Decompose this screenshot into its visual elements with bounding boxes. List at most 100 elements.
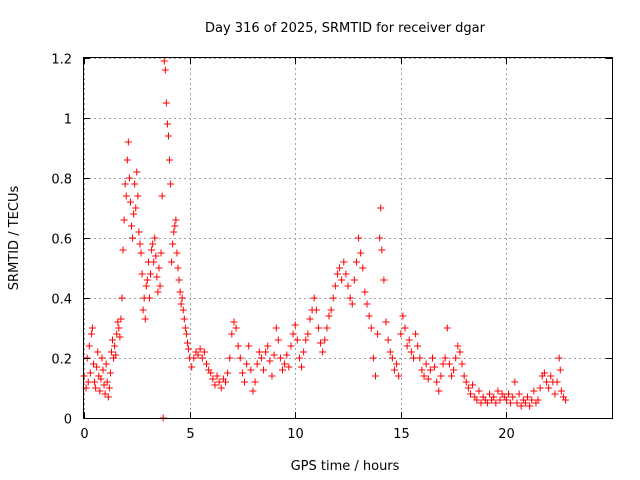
data-point — [224, 369, 232, 377]
data-point — [115, 324, 123, 332]
data-point — [355, 234, 363, 242]
data-point — [363, 300, 371, 308]
data-point — [420, 372, 428, 380]
data-point — [352, 258, 360, 266]
data-point — [107, 348, 115, 356]
data-point — [357, 249, 365, 257]
data-point — [149, 240, 157, 248]
data-point — [524, 393, 532, 401]
data-point — [177, 300, 185, 308]
data-point — [399, 312, 407, 320]
data-point — [255, 348, 263, 356]
data-point — [562, 396, 570, 404]
data-point — [178, 294, 186, 302]
data-point — [536, 384, 544, 392]
data-point — [134, 192, 142, 200]
y-tick-label: 0.4 — [51, 293, 72, 308]
data-point — [234, 342, 242, 350]
data-point — [422, 360, 430, 368]
data-point — [209, 375, 217, 383]
data-point — [152, 252, 160, 260]
data-point — [287, 342, 295, 350]
data-point — [151, 234, 159, 242]
data-point — [174, 264, 182, 272]
data-point — [123, 156, 131, 164]
data-point — [194, 351, 202, 359]
x-tick-labels: 0 5 10 15 20 — [80, 427, 514, 442]
data-point — [93, 363, 101, 371]
data-point — [270, 351, 278, 359]
data-point — [376, 234, 384, 242]
data-point — [543, 378, 551, 386]
data-point — [369, 354, 377, 362]
data-point — [528, 396, 536, 404]
data-point — [321, 336, 329, 344]
data-point — [515, 390, 523, 398]
data-point — [121, 180, 129, 188]
data-point — [99, 366, 107, 374]
data-point — [202, 360, 210, 368]
data-point — [490, 393, 498, 401]
data-point — [101, 390, 109, 398]
data-point — [228, 330, 236, 338]
data-point — [103, 378, 111, 386]
y-tick-label: 0 — [64, 413, 72, 428]
data-point — [486, 390, 494, 398]
data-point — [348, 300, 356, 308]
data-points — [80, 57, 570, 422]
data-point — [361, 288, 369, 296]
data-point — [230, 318, 238, 326]
data-point — [117, 315, 125, 323]
data-point — [380, 276, 388, 284]
data-point — [274, 336, 282, 344]
data-point — [454, 342, 462, 350]
data-point — [435, 387, 443, 395]
data-point — [530, 387, 538, 395]
data-point — [340, 258, 348, 266]
data-point — [249, 387, 257, 395]
data-point — [384, 336, 392, 344]
data-point — [460, 372, 468, 380]
data-point — [163, 120, 171, 128]
data-point — [475, 387, 483, 395]
data-point — [217, 384, 225, 392]
data-point — [190, 354, 198, 362]
y-tick-label: 0.2 — [51, 353, 72, 368]
data-point — [557, 387, 565, 395]
data-point — [180, 315, 188, 323]
data-point — [105, 384, 113, 392]
data-point — [129, 234, 137, 242]
data-point — [433, 378, 441, 386]
data-point — [329, 294, 337, 302]
y-tick-label: 0.6 — [51, 233, 72, 248]
data-point — [131, 180, 139, 188]
data-point — [450, 366, 458, 374]
data-point — [285, 363, 293, 371]
data-point — [553, 378, 561, 386]
data-point — [382, 318, 390, 326]
data-point — [359, 264, 367, 272]
data-point — [302, 336, 310, 344]
data-point — [91, 378, 99, 386]
data-point — [119, 246, 127, 254]
data-point — [306, 315, 314, 323]
data-point — [171, 222, 179, 230]
data-point — [496, 396, 504, 404]
y-axis-label: SRMTID / TECUs — [7, 186, 22, 291]
data-point — [111, 342, 119, 350]
data-point — [118, 294, 126, 302]
data-point — [213, 372, 221, 380]
data-point — [122, 192, 130, 200]
data-point — [513, 399, 521, 407]
grid — [84, 58, 612, 419]
data-point — [251, 378, 259, 386]
data-point — [268, 372, 276, 380]
data-point — [86, 369, 94, 377]
data-point — [135, 228, 143, 236]
data-point — [464, 384, 472, 392]
data-point — [200, 348, 208, 356]
data-point — [160, 57, 168, 65]
data-point — [157, 249, 165, 257]
x-tick-label: 0 — [80, 427, 88, 442]
